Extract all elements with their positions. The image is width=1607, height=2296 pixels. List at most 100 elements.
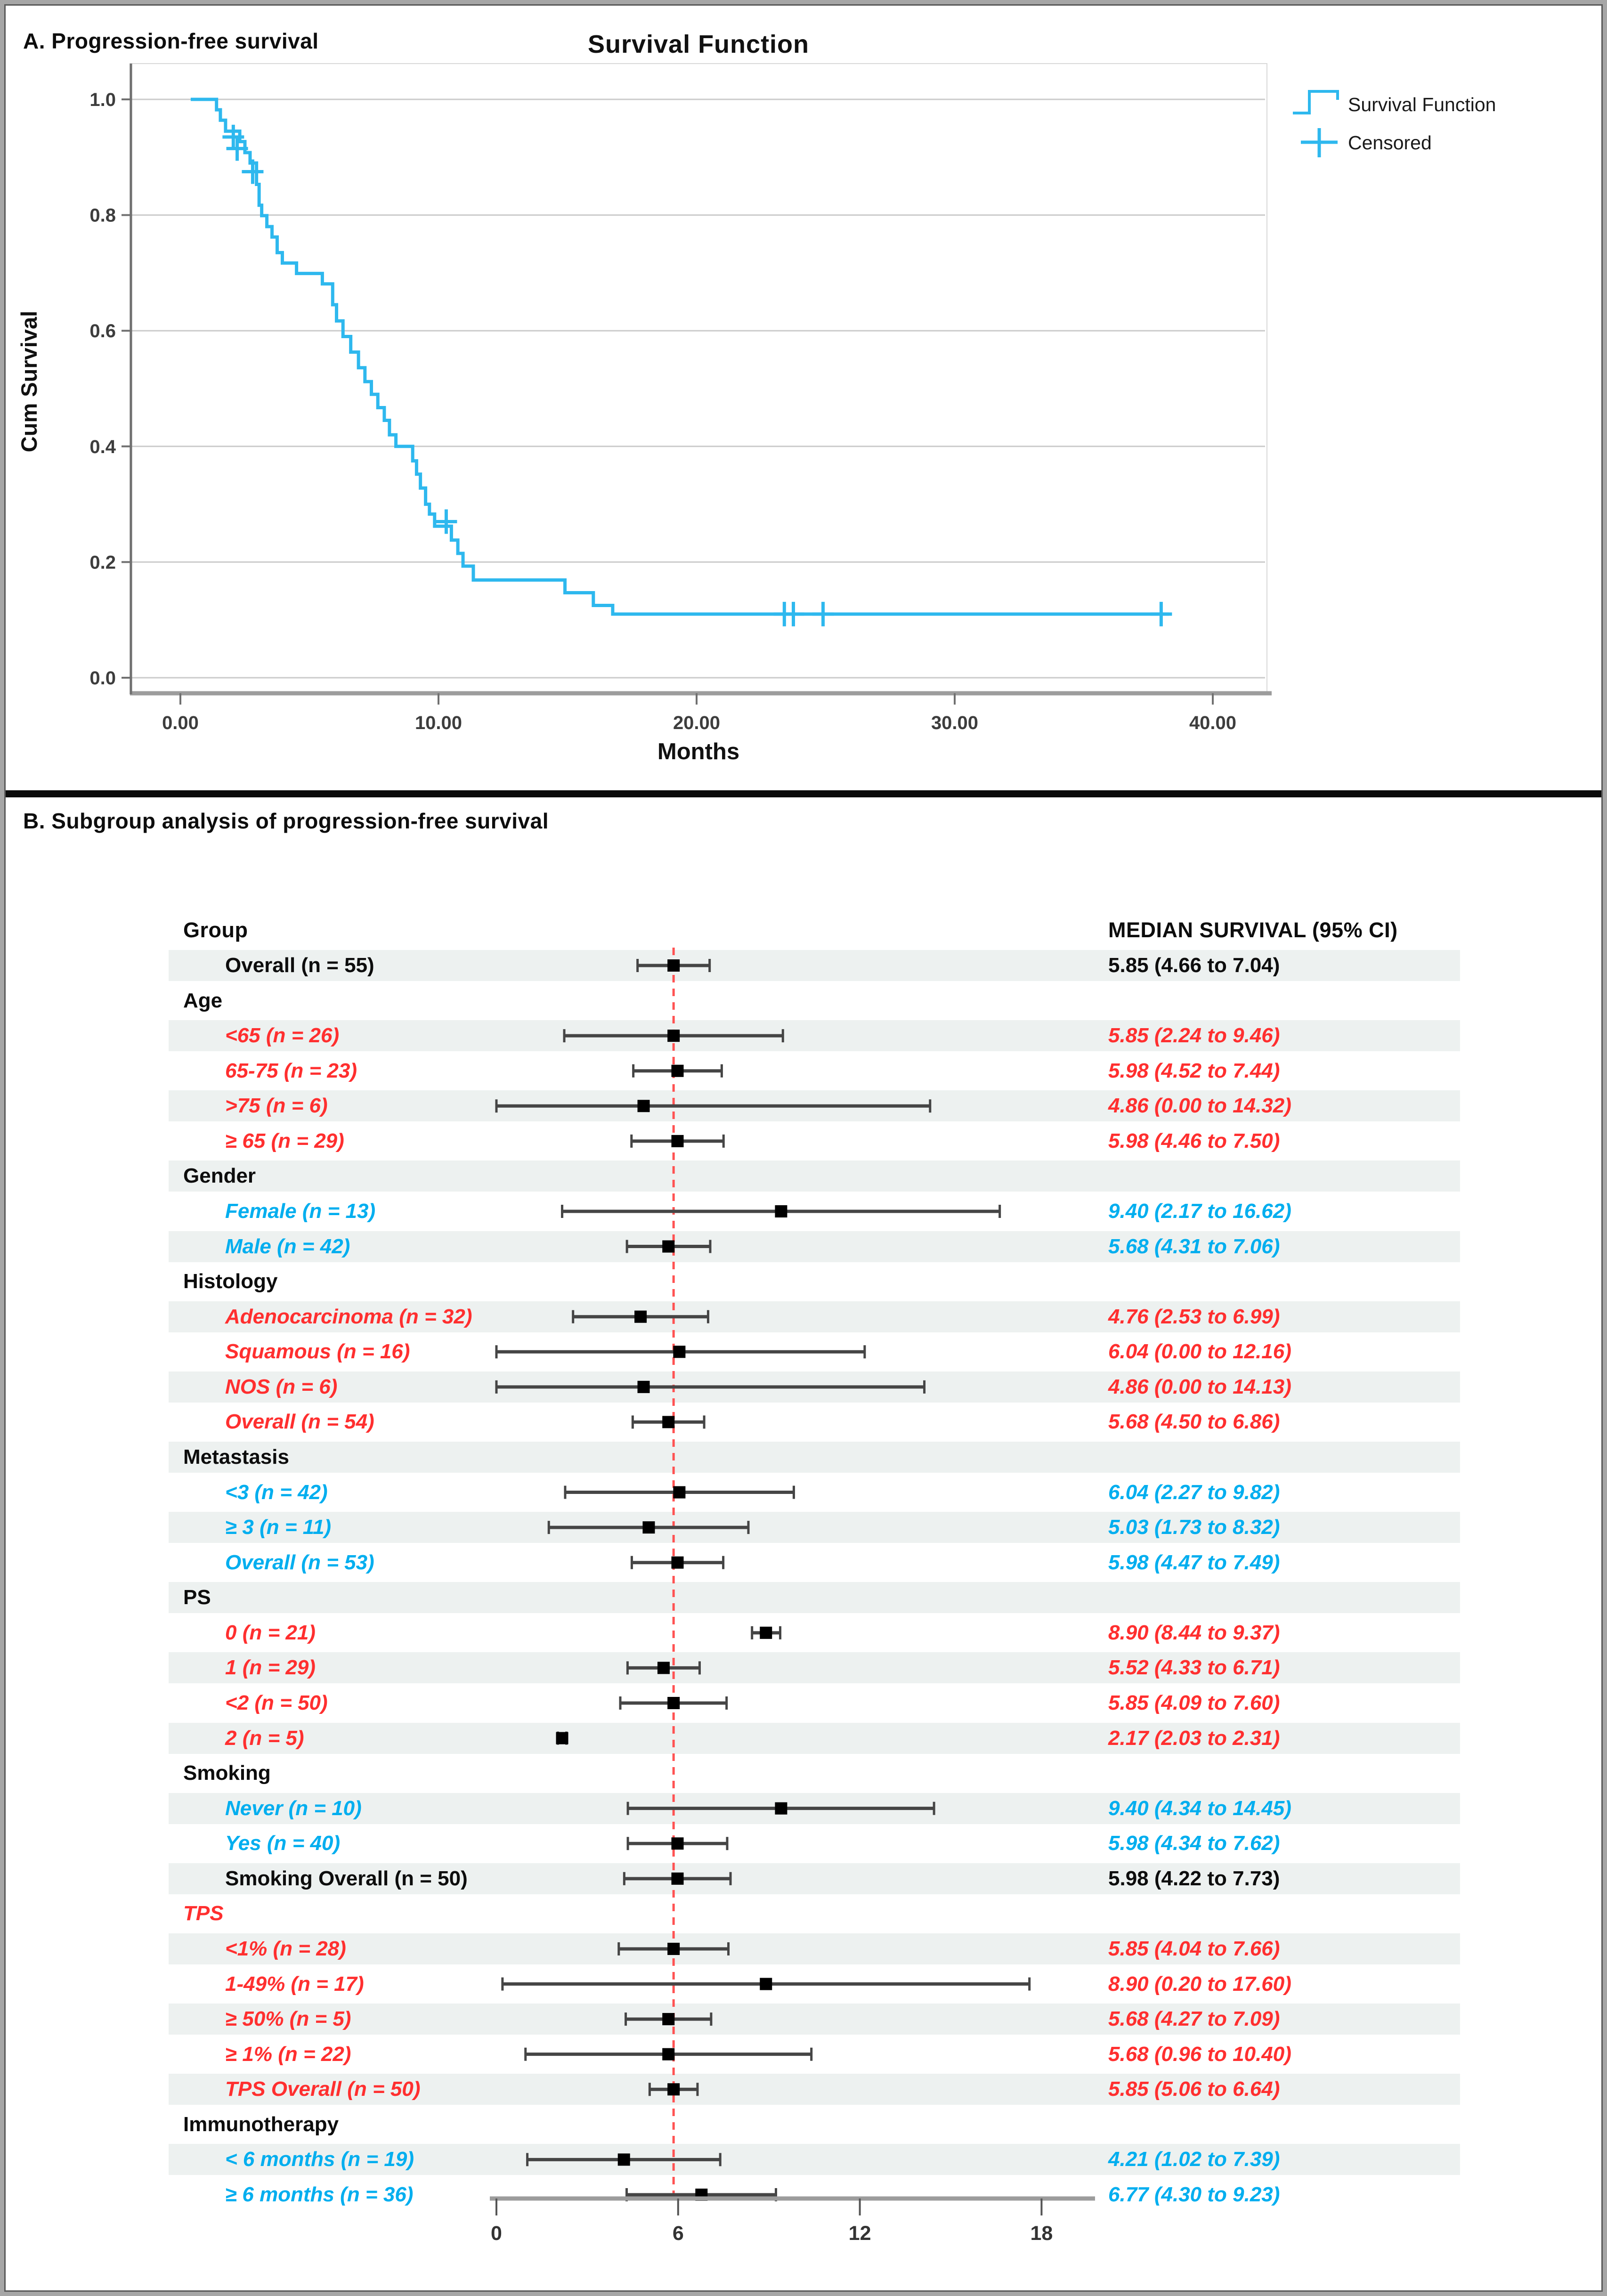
forest-row-median-ci: 5.68 (4.27 to 7.09) <box>1108 2007 1280 2031</box>
forest-median-marker <box>673 1346 686 1358</box>
forest-row-label: Never (n = 10) <box>225 1796 362 1820</box>
panel-a-label: A. Progression-free survival <box>23 29 319 53</box>
forest-median-marker <box>775 1205 787 1217</box>
row-band <box>169 950 1460 981</box>
forest-row-label: Overall (n = 55) <box>225 954 374 977</box>
forest-median-marker <box>662 1240 675 1253</box>
row-band <box>169 1652 1460 1684</box>
forest-row-label: ≥ 1% (n = 22) <box>225 2042 351 2066</box>
forest-row-label: 0 (n = 21) <box>225 1621 316 1644</box>
row-band <box>169 1722 1460 1754</box>
forest-median-marker <box>662 2013 675 2026</box>
forest-row-label: <1% (n = 28) <box>225 1937 346 1960</box>
forest-median-marker <box>667 1030 680 1042</box>
km-y-tick-label: 0.2 <box>89 552 116 573</box>
forest-row-median-ci: 5.68 (4.31 to 7.06) <box>1108 1234 1280 1258</box>
km-x-tick-label: 20.00 <box>673 713 720 733</box>
km-x-tick-label: 40.00 <box>1189 713 1236 733</box>
column-header-group: Group <box>183 918 248 942</box>
forest-median-marker <box>657 1662 670 1674</box>
forest-row-label: 1 (n = 29) <box>225 1656 316 1679</box>
forest-group-header: TPS <box>183 1902 224 1925</box>
forest-median-marker <box>673 1486 686 1499</box>
forest-row-label: ≥ 3 (n = 11) <box>225 1516 332 1539</box>
forest-group-header: Age <box>183 989 223 1012</box>
forest-median-marker <box>667 1942 680 1955</box>
forest-median-marker <box>556 1732 568 1744</box>
forest-x-tick-label: 18 <box>1030 2222 1053 2245</box>
forest-median-marker <box>760 1626 772 1639</box>
legend-survival-line-icon <box>1293 90 1339 114</box>
forest-median-marker <box>667 1696 680 1709</box>
forest-row-label: 1-49% (n = 17) <box>225 1972 364 1996</box>
legend-survival-label: Survival Function <box>1348 94 1496 115</box>
forest-group-header: Smoking <box>183 1761 271 1785</box>
forest-row-median-ci: 9.40 (2.17 to 16.62) <box>1108 1199 1291 1223</box>
forest-median-marker <box>671 1064 684 1077</box>
panel-separator <box>0 790 1607 797</box>
forest-row-median-ci: 5.98 (4.52 to 7.44) <box>1108 1059 1280 1082</box>
forest-row-median-ci: 8.90 (8.44 to 9.37) <box>1108 1621 1280 1644</box>
km-y-tick-label: 1.0 <box>89 89 116 110</box>
forest-row-median-ci: 5.98 (4.47 to 7.49) <box>1108 1550 1280 1574</box>
forest-row-label: NOS (n = 6) <box>225 1375 338 1398</box>
forest-row-median-ci: 2.17 (2.03 to 2.31) <box>1108 1726 1280 1750</box>
forest-row-median-ci: 5.85 (4.09 to 7.60) <box>1108 1691 1280 1714</box>
forest-row-median-ci: 9.40 (4.34 to 14.45) <box>1108 1796 1291 1820</box>
forest-row-label: Adenocarcinoma (n = 32) <box>225 1305 472 1328</box>
forest-row-median-ci: 4.86 (0.00 to 14.32) <box>1108 1094 1291 1118</box>
forest-row-median-ci: 5.68 (4.50 to 6.86) <box>1108 1410 1280 1434</box>
km-survival-curve <box>190 97 1169 616</box>
km-x-axis-title: Months <box>657 739 739 764</box>
forest-x-tick-label: 0 <box>491 2222 502 2245</box>
forest-row-median-ci: 6.04 (2.27 to 9.82) <box>1108 1480 1280 1504</box>
km-survival-chart: 0.0 0.2 0.4 0.6 0.8 1.0 0.00 10.00 20.00 30.00 40.… <box>16 30 1496 764</box>
row-band <box>169 2004 1460 2035</box>
forest-group-header: PS <box>183 1586 211 1609</box>
forest-row-label: ≥ 50% (n = 5) <box>225 2007 351 2031</box>
forest-row-label: Male (n = 42) <box>225 1234 350 1258</box>
forest-group-header: Gender <box>183 1164 256 1188</box>
forest-row-label: >75 (n = 6) <box>225 1094 328 1118</box>
forest-median-marker <box>671 1556 684 1569</box>
forest-row-median-ci: 5.68 (0.96 to 10.40) <box>1108 2042 1291 2066</box>
row-band <box>169 1863 1460 1894</box>
row-band <box>169 1512 1460 1543</box>
forest-median-marker <box>662 2048 675 2061</box>
forest-row-median-ci: 5.98 (4.34 to 7.62) <box>1108 1832 1280 1855</box>
forest-row-median-ci: 5.85 (2.24 to 9.46) <box>1108 1024 1280 1047</box>
forest-row-median-ci: 4.86 (0.00 to 14.13) <box>1108 1375 1291 1398</box>
forest-row-median-ci: 8.90 (0.20 to 17.60) <box>1108 1972 1291 1996</box>
forest-row-label: Yes (n = 40) <box>225 1832 341 1855</box>
forest-median-marker <box>671 1837 684 1850</box>
forest-median-marker <box>642 1521 655 1534</box>
forest-row-label: <3 (n = 42) <box>225 1480 328 1504</box>
forest-median-marker <box>634 1310 647 1323</box>
panel-b-label: B. Subgroup analysis of progression-free… <box>23 809 549 833</box>
forest-row-median-ci: 4.76 (2.53 to 6.99) <box>1108 1305 1280 1328</box>
row-band <box>169 1301 1460 1332</box>
row-band <box>169 1933 1460 1964</box>
forest-group-header: Metastasis <box>183 1445 290 1468</box>
forest-row-median-ci: 6.77 (4.30 to 9.23) <box>1108 2182 1280 2206</box>
row-band <box>169 1441 1460 1473</box>
km-y-tick-label: 0.0 <box>89 668 116 689</box>
row-band <box>169 1582 1460 1614</box>
forest-row-median-ci: 5.85 (4.66 to 7.04) <box>1108 954 1280 977</box>
forest-row-label: Overall (n = 53) <box>225 1550 374 1574</box>
forest-median-marker <box>637 1380 650 1393</box>
forest-median-marker <box>662 1416 675 1428</box>
forest-row-label: 65-75 (n = 23) <box>225 1059 357 1082</box>
forest-group-header: Histology <box>183 1270 278 1293</box>
forest-row-median-ci: 5.98 (4.46 to 7.50) <box>1108 1129 1280 1152</box>
forest-row-median-ci: 4.21 (1.02 to 7.39) <box>1108 2148 1280 2171</box>
row-band <box>169 1231 1460 1262</box>
forest-row-median-ci: 6.04 (0.00 to 12.16) <box>1108 1340 1291 1363</box>
forest-row-median-ci: 5.85 (5.06 to 6.64) <box>1108 2077 1280 2101</box>
forest-x-tick-label: 6 <box>673 2222 684 2245</box>
forest-group-header: Immunotherapy <box>183 2112 339 2136</box>
forest-row-label: < 6 months (n = 19) <box>225 2148 414 2171</box>
forest-row-median-ci: 5.52 (4.33 to 6.71) <box>1108 1656 1280 1679</box>
km-y-tick-label: 0.6 <box>89 321 116 341</box>
